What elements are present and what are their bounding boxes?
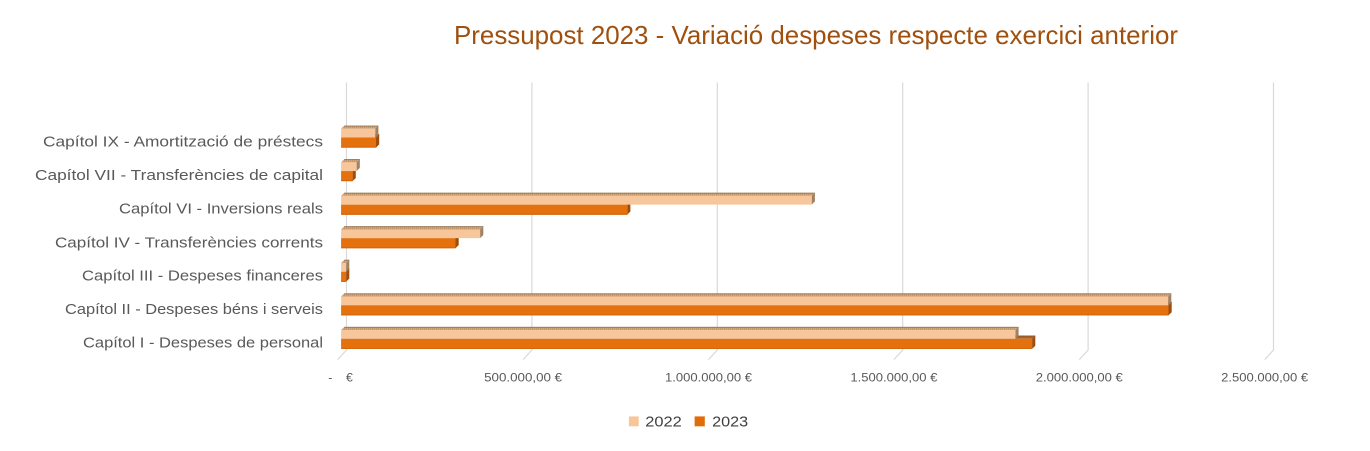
svg-text:Capítol III - Despeses finance: Capítol III - Despeses financeres: [82, 267, 323, 284]
svg-text:Capítol VII - Transferències d: Capítol VII - Transferències de capital: [35, 167, 323, 184]
svg-text:Capítol I - Despeses de person: Capítol I - Despeses de personal: [83, 334, 323, 351]
svg-text:2.000.000,00 €: 2.000.000,00 €: [1036, 371, 1123, 385]
svg-text:1.500.000,00 €: 1.500.000,00 €: [850, 371, 937, 385]
svg-text:Pressupost 2023 - Variació des: Pressupost 2023 - Variació despeses resp…: [454, 20, 1178, 50]
svg-text:Capítol IV - Transferències co: Capítol IV - Transferències corrents: [55, 234, 323, 251]
svg-text:Capítol VI - Inversions reals: Capítol VI - Inversions reals: [119, 201, 323, 218]
svg-text:500.000,00 €: 500.000,00 €: [484, 371, 562, 385]
svg-text:1.000.000,00 €: 1.000.000,00 €: [665, 371, 752, 385]
svg-text:2023: 2023: [712, 414, 748, 431]
svg-text:Capítol IX - Amortització de p: Capítol IX - Amortització de préstecs: [43, 134, 323, 151]
svg-text:Capítol II - Despeses béns i s: Capítol II - Despeses béns i serveis: [65, 301, 323, 318]
svg-text:2.500.000,00 €: 2.500.000,00 €: [1221, 371, 1308, 385]
svg-text:- €: - €: [328, 371, 353, 385]
svg-text:2022: 2022: [645, 414, 682, 431]
